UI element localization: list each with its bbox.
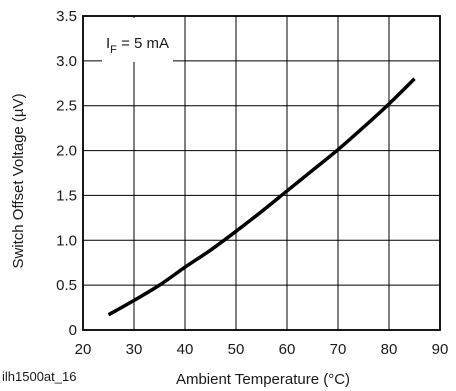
y-tick-label: 0.5: [56, 277, 77, 294]
x-tick-label: 50: [228, 341, 245, 358]
x-tick-label: 20: [75, 341, 92, 358]
x-tick-label: 60: [279, 341, 296, 358]
plot-frame: [82, 15, 441, 331]
x-axis-label: Ambient Temperature (°C): [176, 371, 350, 388]
x-tick-label: 70: [330, 341, 347, 358]
annotation-background: [102, 18, 174, 62]
x-tick-label: 80: [381, 341, 398, 358]
y-tick-label: 2.0: [56, 143, 77, 160]
annotation-main: I: [106, 35, 110, 52]
y-tick-label: 2.5: [56, 98, 77, 115]
series-layer: [107, 77, 416, 317]
x-tick-label: 40: [177, 341, 194, 358]
y-tick-labels: 0 0.5 1.0 1.5 2.0 2.5 3.0 3.5: [56, 8, 77, 339]
annotation-subscript: F: [110, 44, 117, 56]
y-tick-label: 3.0: [56, 53, 77, 70]
y-tick-label: 1.5: [56, 187, 77, 204]
x-tick-label: 90: [432, 341, 449, 358]
figure-id: ilh1500at_16: [2, 369, 76, 384]
annotation-rest: = 5 mA: [117, 35, 169, 52]
x-tick-labels: 20 30 40 50 60 70 80 90: [75, 341, 449, 358]
series-line: [107, 77, 416, 317]
grid: [83, 16, 440, 330]
y-tick-label: 0: [69, 322, 77, 339]
y-tick-label: 1.0: [56, 232, 77, 249]
annotation-label: IF = 5 mA: [106, 35, 169, 56]
x-tick-label: 30: [126, 341, 143, 358]
y-tick-label: 3.5: [56, 8, 77, 25]
y-axis-label: Switch Offset Voltage (µV): [10, 93, 27, 268]
